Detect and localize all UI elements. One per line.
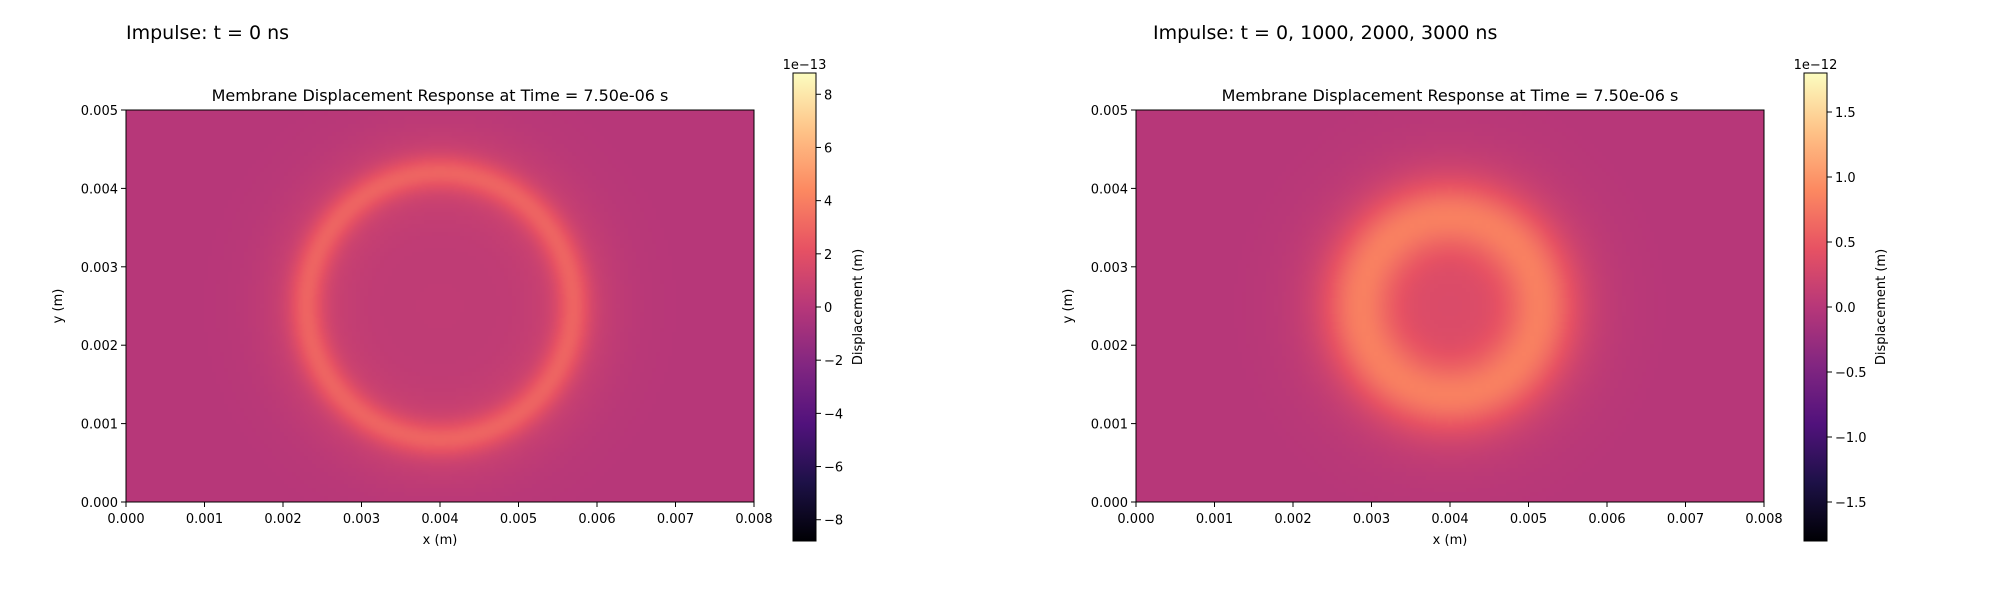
colorbar-tick-label: 1.0 xyxy=(1835,171,1856,186)
x-tick-label: 0.006 xyxy=(578,512,615,527)
y-tick-label: 0.004 xyxy=(1091,182,1128,197)
colorbar-tick-label: −1.5 xyxy=(1835,496,1867,511)
panel-heading-right: Impulse: t = 0, 1000, 2000, 3000 ns xyxy=(1153,22,1498,44)
y-tick-label: 0.001 xyxy=(81,418,118,433)
colorbar-offset-text-left: 1e−13 xyxy=(783,58,827,73)
colorbar-tick-label: −1.0 xyxy=(1835,431,1867,446)
x-tick-label: 0.004 xyxy=(421,512,458,527)
x-tick-label: 0.004 xyxy=(1431,512,1468,527)
colorbar-right xyxy=(1804,73,1827,541)
y-axis-label-left: y (m) xyxy=(51,289,66,324)
x-tick-label: 0.003 xyxy=(343,512,380,527)
colorbar-left xyxy=(793,73,816,541)
x-tick-label: 0.005 xyxy=(1510,512,1547,527)
colorbar-label-left: Displacement (m) xyxy=(851,249,866,365)
y-axis-label-right: y (m) xyxy=(1061,289,1076,324)
colorbar-tick-label: 0.5 xyxy=(1835,236,1856,251)
colorbar-tick-label: 2 xyxy=(824,248,832,263)
colorbar-tick-label: −8 xyxy=(824,514,843,529)
y-tick-label: 0.000 xyxy=(81,496,118,511)
x-tick-label: 0.002 xyxy=(1274,512,1311,527)
chart-title-right: Membrane Displacement Response at Time =… xyxy=(1222,86,1679,105)
x-tick-label: 0.002 xyxy=(264,512,301,527)
x-tick-label: 0.001 xyxy=(1196,512,1233,527)
colorbar-label-right: Displacement (m) xyxy=(1874,249,1889,365)
colorbar-tick-label: −6 xyxy=(824,461,843,476)
x-tick-label: 0.000 xyxy=(1117,512,1154,527)
colorbar-tick-label: 0.0 xyxy=(1835,301,1856,316)
y-tick-label: 0.003 xyxy=(81,261,118,276)
x-tick-label: 0.008 xyxy=(735,512,772,527)
colorbar-tick-label: 8 xyxy=(824,88,832,103)
y-tick-label: 0.002 xyxy=(81,339,118,354)
x-tick-label: 0.007 xyxy=(657,512,694,527)
x-tick-label: 0.007 xyxy=(1667,512,1704,527)
y-tick-label: 0.002 xyxy=(1091,339,1128,354)
y-tick-label: 0.005 xyxy=(81,104,118,119)
colorbar-tick-label: −0.5 xyxy=(1835,366,1867,381)
y-tick-label: 0.004 xyxy=(81,182,118,197)
x-tick-label: 0.000 xyxy=(107,512,144,527)
x-axis-label-right: x (m) xyxy=(1433,533,1468,548)
x-tick-label: 0.006 xyxy=(1588,512,1625,527)
heatmap-chart-left: Membrane Displacement Response at Time =… xyxy=(51,58,866,548)
colorbar-tick-label: −4 xyxy=(824,407,843,422)
panel-heading-left: Impulse: t = 0 ns xyxy=(126,22,290,44)
y-tick-label: 0.001 xyxy=(1091,418,1128,433)
colorbar-tick-label: 0 xyxy=(824,301,832,316)
y-tick-label: 0.000 xyxy=(1091,496,1128,511)
colorbar-tick-label: −2 xyxy=(824,354,843,369)
colorbar-offset-text-right: 1e−12 xyxy=(1794,58,1838,73)
y-tick-label: 0.005 xyxy=(1091,104,1128,119)
x-tick-label: 0.001 xyxy=(186,512,223,527)
colorbar-tick-label: 4 xyxy=(824,195,832,210)
heatmap-image-left xyxy=(126,110,754,502)
chart-title-left: Membrane Displacement Response at Time =… xyxy=(212,86,669,105)
heatmap-image-right xyxy=(1136,110,1764,502)
heatmap-chart-right: Membrane Displacement Response at Time =… xyxy=(1061,58,1889,548)
x-tick-label: 0.003 xyxy=(1353,512,1390,527)
x-tick-label: 0.008 xyxy=(1745,512,1782,527)
y-tick-label: 0.003 xyxy=(1091,261,1128,276)
colorbar-tick-label: 6 xyxy=(824,141,832,156)
x-tick-label: 0.005 xyxy=(500,512,537,527)
colorbar-tick-label: 1.5 xyxy=(1835,106,1856,121)
x-axis-label-left: x (m) xyxy=(423,533,458,548)
